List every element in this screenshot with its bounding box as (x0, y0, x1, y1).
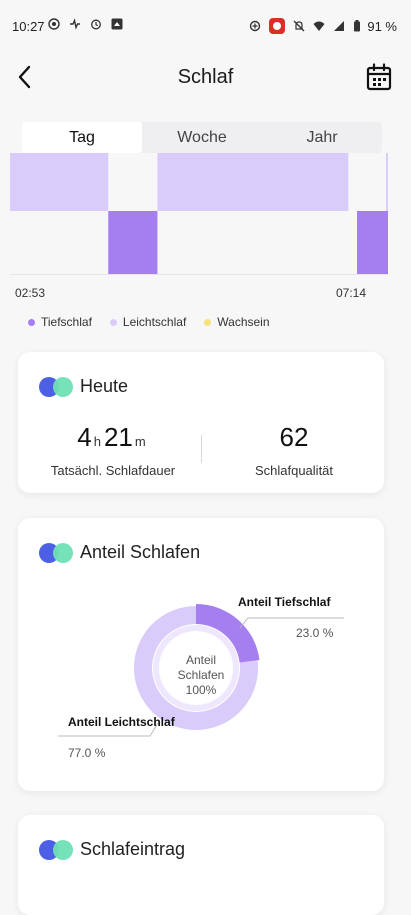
legend-dot-light (109, 318, 117, 326)
legend-dot-awake (204, 318, 212, 326)
target-icon (48, 18, 60, 30)
status-left-icons (48, 18, 123, 30)
sleep-bar-leichtschlaf-1 (157, 153, 349, 211)
legend-label-awake: Wachsein (217, 315, 270, 329)
page-title: Schlaf (177, 66, 234, 88)
chart-end-time: 07:14 (336, 286, 367, 300)
legend-label-light: Leichtschlaf (122, 315, 187, 329)
battery-percent: 91 % (367, 19, 397, 34)
sleep-quality-stat: 62 Schlafqualität (212, 422, 376, 478)
status-right-icons (249, 18, 361, 34)
legend-label-deep: Tiefschlaf (41, 315, 92, 329)
sleep-logo-icon (39, 840, 73, 860)
duration-hours-unit: h (93, 434, 101, 449)
today-title: Heute (80, 376, 129, 396)
sleep-duration-stat: 4 h 21 m Tatsächl. Schlafdauer (28, 422, 198, 478)
sleep-share-donut (134, 604, 260, 730)
wifi-icon (313, 21, 325, 31)
signal-icon (334, 21, 344, 31)
legend-item-light: Leichtschlaf (109, 315, 187, 329)
light-share-label: Anteil Leichtschlaf (68, 715, 175, 729)
tab-week[interactable]: Woche (177, 129, 227, 146)
sleep-bar-tiefschlaf-0 (108, 211, 158, 275)
sleep-entry-title: Schlafeintrag (80, 839, 186, 859)
legend-dot-deep (28, 318, 35, 326)
donut-center-line1: Anteil (185, 653, 217, 667)
duration-hours: 4 (77, 422, 92, 452)
alarm-icon (91, 19, 101, 30)
sleep-bar-tiefschlaf-1 (357, 211, 388, 275)
calendar-icon[interactable] (365, 62, 393, 92)
status-bar: 10:27 91 % (0, 0, 411, 48)
sleep-bar-leichtschlaf-0 (10, 153, 109, 211)
battery-icon (354, 20, 360, 32)
tab-day[interactable]: Tag (22, 122, 142, 153)
donut-center-line2: Schlafen (177, 668, 225, 682)
sleep-logo-icon (39, 377, 73, 397)
chart-axis-line (10, 274, 388, 275)
deep-share-value: 23.0 % (296, 626, 334, 640)
sleep-stage-chart (10, 153, 388, 275)
stat-divider (201, 435, 202, 463)
screenshot-icon (111, 18, 123, 30)
app-header: Schlaf (0, 52, 411, 102)
quality-value: 62 (279, 422, 309, 452)
today-card[interactable]: Heute 4 h 21 m Tatsächl. Schlafdauer 62 Sch… (18, 352, 384, 493)
legend-item-awake: Wachsein (204, 315, 270, 329)
mute-icon (293, 20, 305, 32)
data-saver-icon (249, 20, 261, 32)
chart-start-time: 02:53 (15, 286, 46, 300)
period-tabs: Tag Woche Jahr (22, 122, 382, 153)
chart-legend: Tiefschlaf Leichtschlaf Wachsein (28, 315, 270, 329)
sleep-logo-icon (39, 543, 73, 563)
duration-minutes-unit: m (134, 434, 146, 449)
legend-item-deep: Tiefschlaf (28, 315, 92, 329)
donut-inner-ring (153, 625, 239, 711)
sleep-share-card[interactable]: Anteil Schlafen Anteil Schlafen 100% Ant… (18, 518, 384, 791)
duration-label: Tatsächl. Schlafdauer (50, 463, 176, 478)
sleep-entry-card[interactable]: Schlafeintrag (18, 815, 384, 915)
recording-icon (269, 18, 285, 34)
light-share-value: 77.0 % (68, 746, 106, 760)
donut-center-text: Anteil Schlafen 100% (168, 653, 234, 698)
tab-year[interactable]: Jahr (306, 129, 338, 146)
duration-minutes: 21 (103, 422, 133, 452)
deep-share-label: Anteil Tiefschlaf (238, 595, 331, 609)
sleep-bar-leichtschlaf-2 (386, 153, 388, 211)
pulse-icon (70, 18, 80, 30)
donut-center-line3: 100% (185, 683, 217, 697)
quality-label: Schlafqualität (254, 463, 334, 478)
back-icon[interactable] (12, 60, 40, 94)
donut-deep-slice (196, 604, 260, 663)
status-time: 10:27 (12, 19, 45, 34)
sleep-share-title: Anteil Schlafen (80, 542, 201, 562)
